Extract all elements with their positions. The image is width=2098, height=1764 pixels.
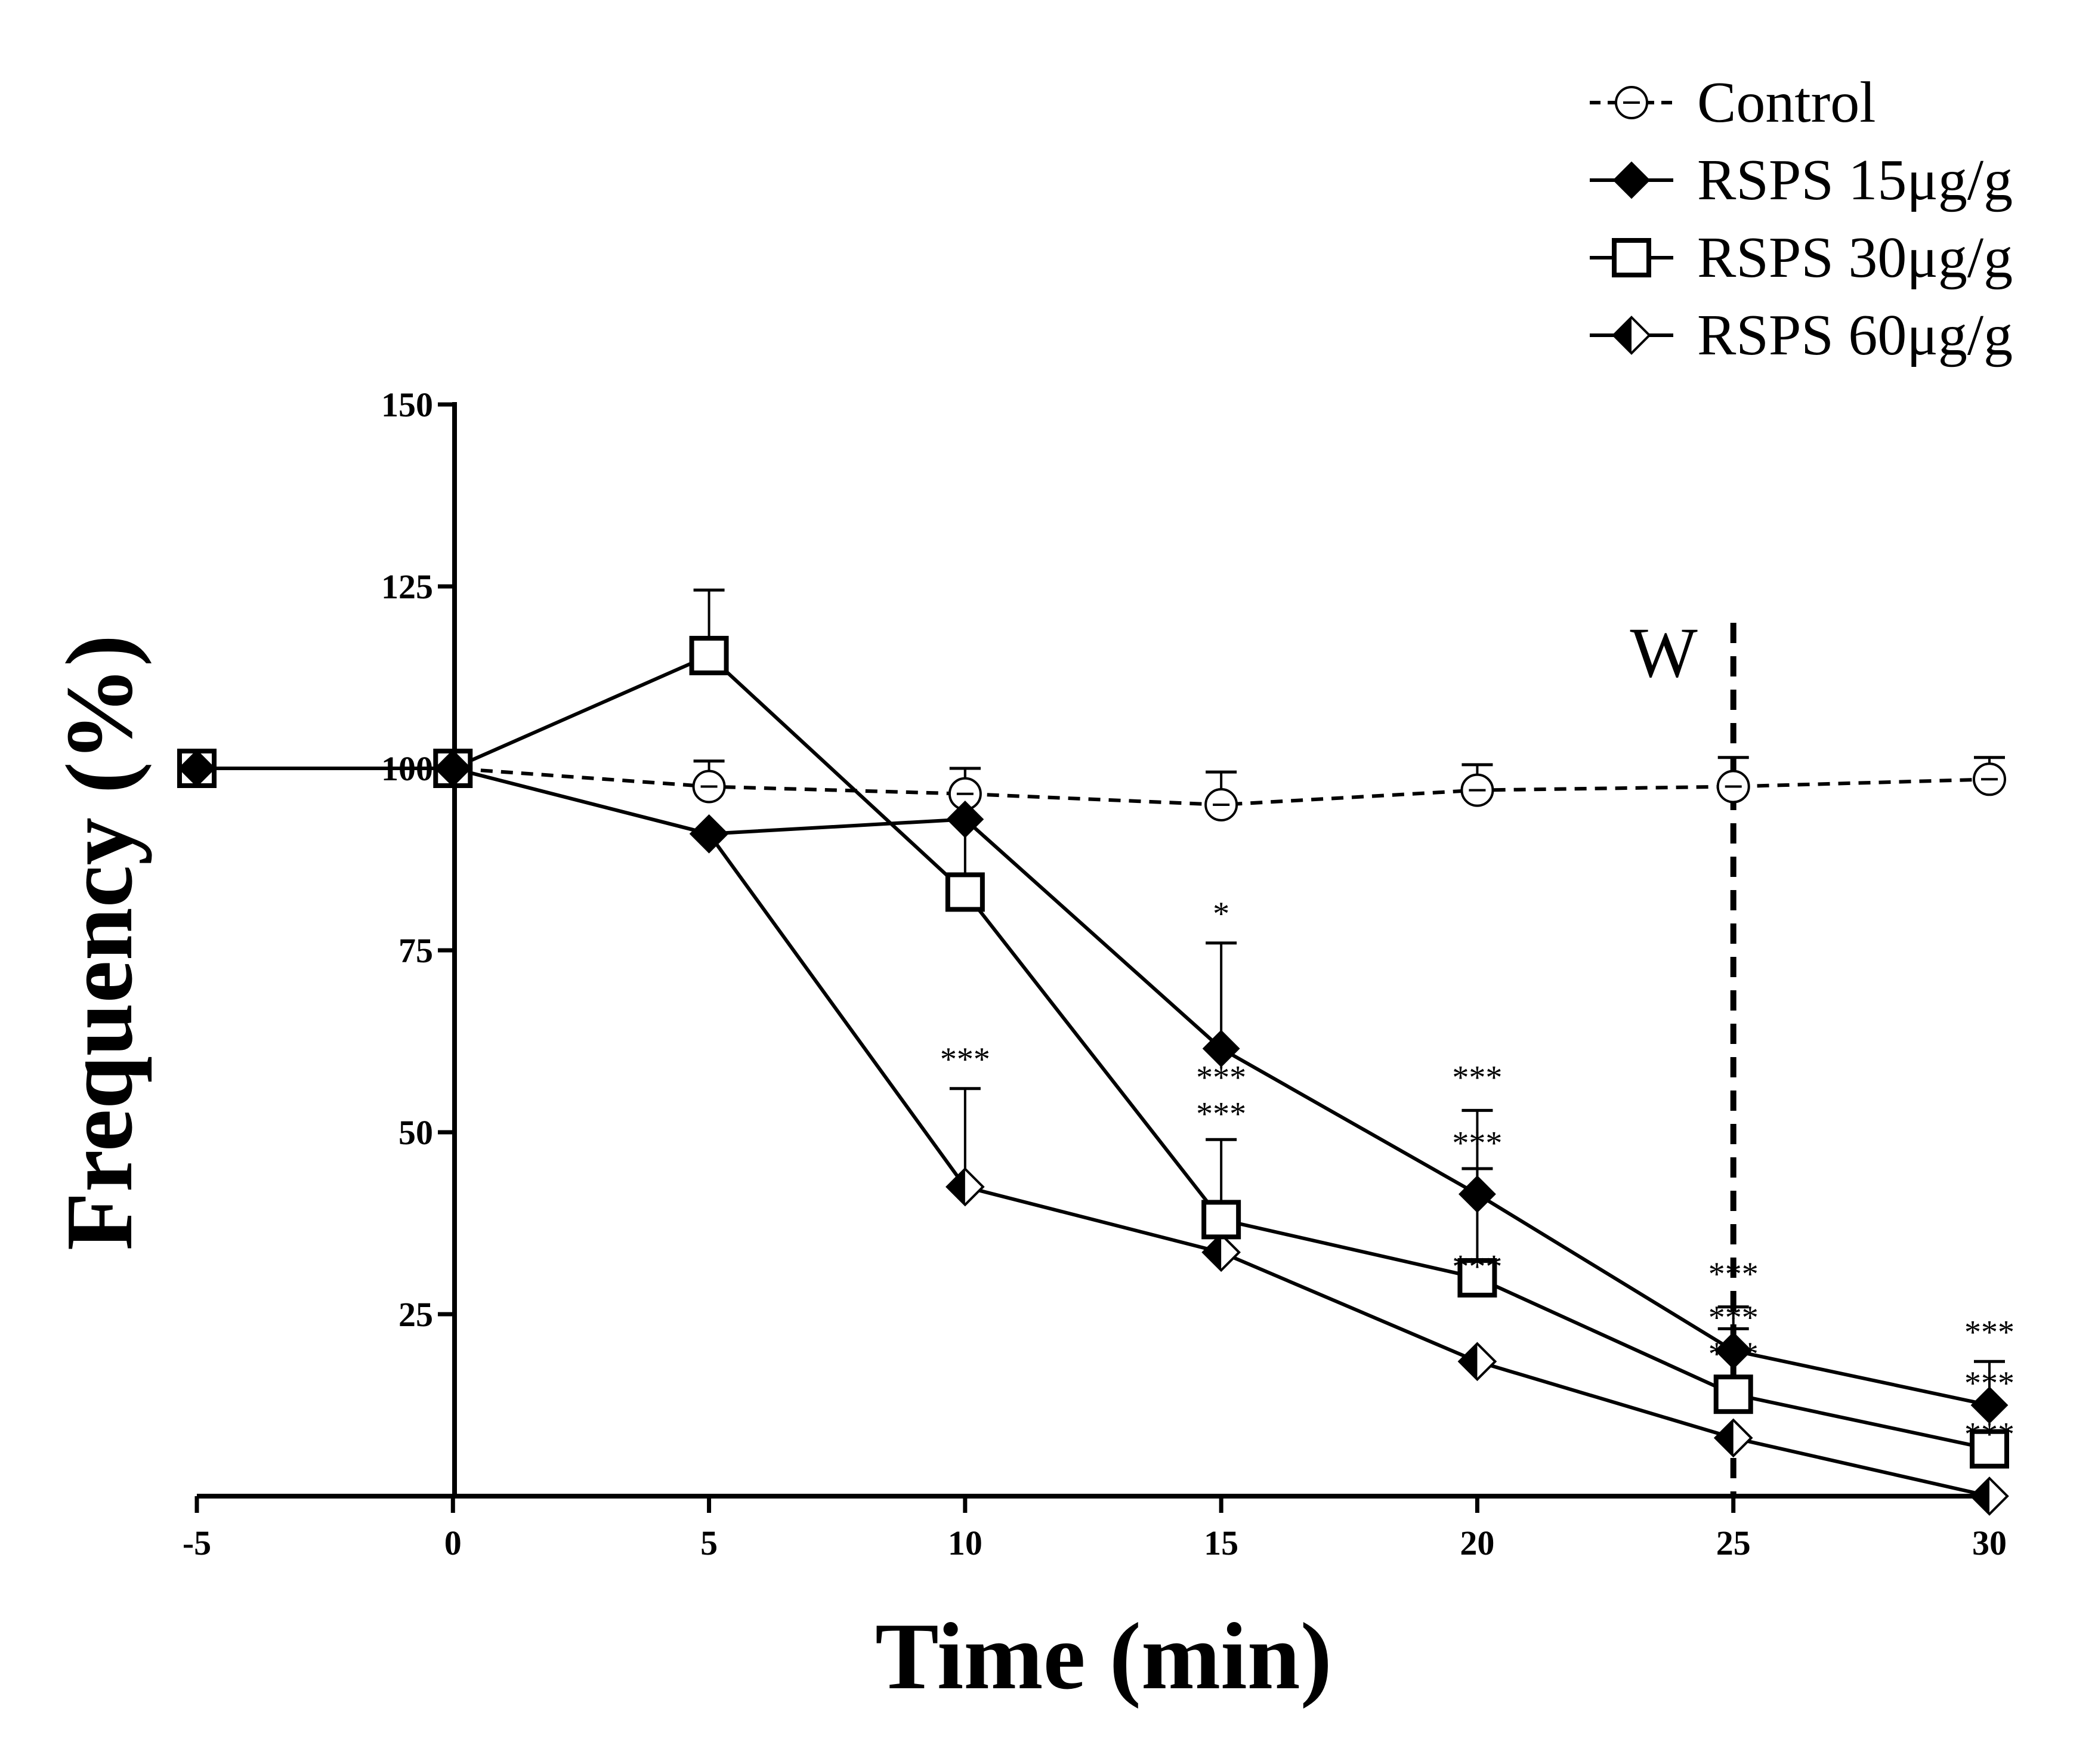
x-tick-label: 15 xyxy=(1204,1524,1238,1562)
significance-label: *** xyxy=(1964,1365,2014,1402)
series-markers xyxy=(177,635,2009,1516)
y-tick-label: 75 xyxy=(398,931,433,970)
significance-label: *** xyxy=(940,1041,990,1078)
marker-rsps-30 xyxy=(1713,1374,1753,1414)
legend-marker-rsps-15 xyxy=(1612,161,1651,199)
marker-control xyxy=(1204,788,1238,821)
series-line-rsps-60 xyxy=(197,767,1990,1498)
marker-control xyxy=(1973,762,2006,796)
significance-label: *** xyxy=(1708,1299,1759,1336)
marker-rsps-30 xyxy=(1201,1200,1241,1240)
legend-marker-control xyxy=(1615,86,1648,119)
significance-label: *** xyxy=(1452,1249,1502,1286)
error-bars xyxy=(693,588,2005,1405)
marker-rsps-15 xyxy=(946,800,984,838)
marker-rsps-30 xyxy=(945,872,985,912)
x-tick-label: -5 xyxy=(183,1524,211,1562)
x-tick-label: 10 xyxy=(948,1524,982,1562)
y-tick-label: 50 xyxy=(398,1113,433,1152)
significance-label: *** xyxy=(1452,1059,1502,1096)
significance-label: * xyxy=(1213,895,1229,932)
x-tick-label: 0 xyxy=(444,1524,462,1562)
y-tick-label: 150 xyxy=(381,385,433,424)
significance-label: *** xyxy=(1452,1124,1502,1161)
x-tick-label: 5 xyxy=(700,1524,718,1562)
y-tick-label: 125 xyxy=(381,567,433,606)
significance-label: *** xyxy=(1708,1256,1759,1293)
marker-rsps-60 xyxy=(1713,1418,1753,1458)
y-axis-title: Frequency (%) xyxy=(46,635,152,1250)
marker-control xyxy=(1716,770,1750,804)
y-tick-label: 25 xyxy=(398,1295,433,1334)
marker-rsps-30 xyxy=(1970,1429,2009,1469)
marker-rsps-60 xyxy=(946,1167,985,1207)
x-axis-title: Time (min) xyxy=(875,1603,1332,1709)
marker-rsps-30 xyxy=(1457,1258,1497,1297)
marker-rsps-15 xyxy=(690,815,728,853)
marker-rsps-15 xyxy=(434,749,472,787)
marker-rsps-60 xyxy=(1201,1232,1241,1272)
significance-label: *** xyxy=(1196,1059,1246,1096)
marker-control xyxy=(1460,773,1494,807)
legend-item-control: Control xyxy=(1590,70,1875,135)
marker-rsps-15 xyxy=(1714,1332,1753,1370)
legend-label: RSPS 60μg/g xyxy=(1697,303,2013,367)
significance-label: *** xyxy=(1196,1096,1246,1133)
marker-rsps-15 xyxy=(1970,1386,2009,1424)
x-tick-label: 20 xyxy=(1460,1524,1494,1562)
significance-labels: **** *************** ****************** xyxy=(940,895,2014,1453)
legend-item-rsps-30: RSPS 30μg/g xyxy=(1590,225,2013,290)
legend-label: RSPS 15μg/g xyxy=(1697,148,2013,212)
legend-label: Control xyxy=(1697,70,1875,135)
marker-rsps-30 xyxy=(689,635,729,675)
series-lines xyxy=(197,653,1990,1498)
legend-item-rsps-15: RSPS 15μg/g xyxy=(1590,148,2013,212)
marker-rsps-60 xyxy=(1457,1342,1497,1382)
legend-label: RSPS 30μg/g xyxy=(1697,225,2013,290)
legend-marker-rsps-30 xyxy=(1612,238,1651,277)
legend-item-rsps-60: RSPS 60μg/g xyxy=(1590,303,2013,367)
significance-label: *** xyxy=(1964,1314,2014,1351)
significance-label: *** xyxy=(1964,1416,2014,1453)
significance-label: *** xyxy=(1708,1336,1759,1373)
marker-rsps-15 xyxy=(1202,1030,1240,1068)
x-tick-label: 30 xyxy=(1972,1524,2007,1562)
series-line-control xyxy=(197,767,1990,807)
x-tick-label: 25 xyxy=(1716,1524,1751,1562)
series-line-rsps-30 xyxy=(197,653,1990,1451)
marker-rsps-60 xyxy=(1970,1476,2009,1516)
withdrawal-label: W xyxy=(1630,613,1698,692)
legend-marker-rsps-60 xyxy=(1612,316,1651,355)
marker-rsps-15 xyxy=(178,749,216,787)
marker-control xyxy=(692,770,726,804)
marker-rsps-15 xyxy=(1459,1175,1496,1213)
legend: Control RSPS 15μg/g RSPS 30μg/g RSPS 60μg/g xyxy=(1590,70,2013,367)
